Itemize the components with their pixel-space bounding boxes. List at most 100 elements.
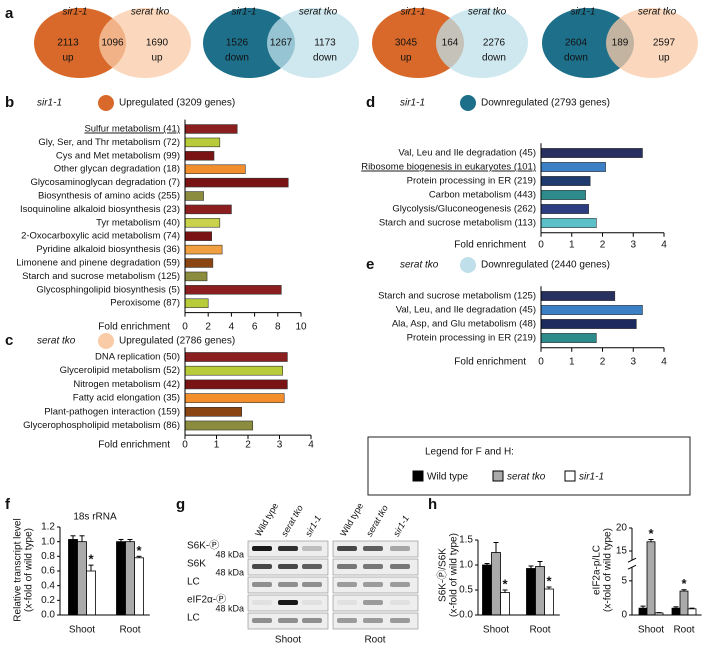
blot-band [252,564,272,569]
blot-band [278,546,298,551]
category-label: Starch and sucrose metabolism (113) [379,218,536,229]
venn-left [34,8,126,78]
panel-letter: a [5,5,14,22]
venn-label: sir1-1 [570,7,595,18]
category-label: Gly, Ser, and Thr metabolism (72) [38,137,180,148]
bar [540,333,597,343]
venn-left [203,8,295,78]
category-label: Starch and sucrose metabolism (125) [22,271,180,282]
blot-band [337,564,357,569]
venn-label: serat tko [638,7,677,18]
y-tick-label: 5 [621,575,627,586]
y-tick-label: 0.8 [41,551,55,562]
bar [184,191,204,201]
category-label: Val, Leu and Ile degradation (45) [398,148,536,159]
bar [482,564,492,616]
x-tick-label: 3 [630,240,636,251]
y-tick-label: 0.6 [41,566,55,577]
bar [184,231,212,241]
y-axis-label: eIF2a-p/LC [592,545,603,595]
blot-band [363,618,383,623]
bar [77,541,87,616]
bar [500,592,510,616]
x-axis-label: Fold enrichment [454,357,526,368]
venn-label: serat tko [299,7,338,18]
legend-swatch [564,470,576,482]
blot-band [363,546,383,551]
bar [184,204,232,215]
x-tick-label: Shoot [638,625,664,636]
x-tick-label: 6 [252,322,258,333]
row-label: eIF2α-Ⓟ [187,594,226,606]
legend-label: Wild type [427,472,469,483]
bar [184,151,215,161]
bar [540,291,616,301]
category-label: Fatty acid elongation (35) [73,393,180,404]
blot-band [337,618,357,623]
x-tick-label: 1 [569,357,575,368]
bar [540,204,589,214]
y-tick-label: 20 [616,523,628,534]
x-tick-label: 3 [277,440,283,451]
venn-direction: up [400,53,412,64]
venn-count: 2604 [565,38,588,49]
chart-subtitle: Downregulated (2440 genes) [481,260,610,271]
category-label: Ala, Asp, and Glu metabolism (48) [392,319,536,330]
bar [184,352,288,362]
y-tick-label: 0.0 [459,610,473,621]
row-label: LC [187,613,200,624]
chart-title: serat tko [37,336,76,347]
venn-right [267,8,359,78]
lane-label: sir1-1 [303,514,323,538]
bar [638,607,648,616]
axis-break [627,557,637,563]
blot-band [278,600,298,605]
legend-marker [98,333,114,349]
chart-title: serat tko [400,260,439,271]
blot-band [302,546,322,551]
category-label: Other glycan degradation (18) [54,164,180,175]
bar [679,590,689,616]
lane-label: serat tko [279,503,305,538]
bar [540,176,591,186]
x-tick-label: Root [529,625,550,636]
y-tick-label: 1.0 [459,560,473,571]
category-label: Sulfur metabolism (41) [84,124,180,135]
panel-letter: b [5,94,14,111]
legend-marker [98,95,114,111]
blot-frame [332,594,419,612]
x-tick-label: 0 [538,357,544,368]
x-tick-label: Shoot [483,625,509,636]
bar [184,298,209,308]
blot-band [363,600,383,605]
category-label: 2-Oxocarboxylic acid metabolism (74) [21,231,180,242]
lane-label: sir1-1 [391,514,411,538]
venn-count: 3045 [395,38,418,49]
bar [540,218,597,228]
bar [184,244,223,255]
x-tick-label: 8 [275,322,281,333]
x-tick-label: 4 [661,240,667,251]
bar [687,608,697,616]
panel-letter: d [366,94,375,111]
venn-direction: up [151,53,163,64]
bar [184,365,283,376]
tissue-label: Root [364,635,385,646]
venn-right [606,8,698,78]
bar [646,541,656,616]
x-tick-label: 0 [182,322,188,333]
category-label: Carbon metabolism (443) [429,190,536,201]
legend-box [367,436,691,496]
chart-subtitle: Upregulated (2786 genes) [119,336,235,347]
x-tick-label: 2 [205,322,211,333]
category-label: Pyridine alkaloid biosynthesis (36) [36,244,180,255]
panel-letter: f [5,496,11,513]
x-tick-label: 1 [569,240,575,251]
x-tick-label: 2 [245,440,251,451]
legend-marker [460,95,476,111]
chart-title: sir1-1 [400,98,425,109]
bar [540,190,586,200]
category-label: Protein processing in ER (219) [407,176,536,187]
x-tick-label: Root [119,625,140,636]
